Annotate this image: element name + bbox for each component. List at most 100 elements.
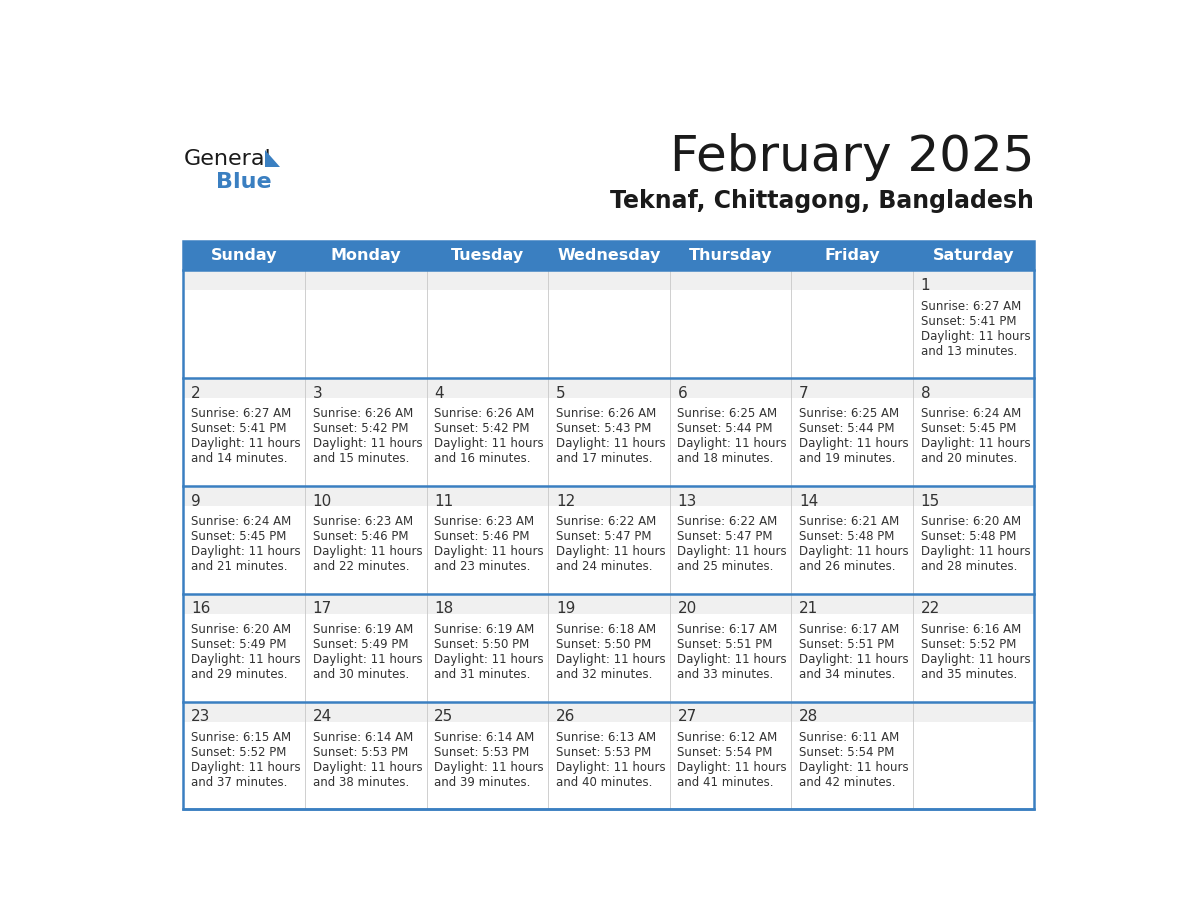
- Text: Daylight: 11 hours: Daylight: 11 hours: [312, 437, 422, 451]
- Text: Sunrise: 6:26 AM: Sunrise: 6:26 AM: [312, 408, 413, 420]
- Text: 27: 27: [677, 710, 696, 724]
- Text: Sunset: 5:47 PM: Sunset: 5:47 PM: [677, 531, 773, 543]
- Bar: [183, 241, 1035, 810]
- Text: 18: 18: [435, 601, 454, 616]
- Text: and 23 minutes.: and 23 minutes.: [435, 560, 531, 573]
- Text: Thursday: Thursday: [689, 248, 772, 263]
- Text: 25: 25: [435, 710, 454, 724]
- Text: Sunrise: 6:26 AM: Sunrise: 6:26 AM: [556, 408, 656, 420]
- Text: 17: 17: [312, 601, 331, 616]
- Text: Daylight: 11 hours: Daylight: 11 hours: [191, 761, 301, 774]
- Text: Daylight: 11 hours: Daylight: 11 hours: [556, 437, 665, 451]
- Text: and 25 minutes.: and 25 minutes.: [677, 560, 773, 573]
- Text: Daylight: 11 hours: Daylight: 11 hours: [312, 761, 422, 774]
- Text: Sunset: 5:46 PM: Sunset: 5:46 PM: [435, 531, 530, 543]
- Text: Sunrise: 6:17 AM: Sunrise: 6:17 AM: [677, 623, 778, 636]
- Text: Sunset: 5:45 PM: Sunset: 5:45 PM: [921, 422, 1016, 435]
- Text: Sunrise: 6:16 AM: Sunrise: 6:16 AM: [921, 623, 1020, 636]
- Bar: [183, 722, 1035, 810]
- Text: Tuesday: Tuesday: [450, 248, 524, 263]
- Text: Sunset: 5:50 PM: Sunset: 5:50 PM: [556, 638, 651, 651]
- Text: and 40 minutes.: and 40 minutes.: [556, 776, 652, 789]
- Text: Sunset: 5:42 PM: Sunset: 5:42 PM: [312, 422, 409, 435]
- Text: Friday: Friday: [824, 248, 880, 263]
- Text: Daylight: 11 hours: Daylight: 11 hours: [800, 437, 909, 451]
- Bar: [183, 594, 1035, 701]
- Text: Daylight: 11 hours: Daylight: 11 hours: [191, 437, 301, 451]
- Bar: [183, 290, 1035, 378]
- Text: Sunrise: 6:14 AM: Sunrise: 6:14 AM: [312, 731, 413, 744]
- Text: and 34 minutes.: and 34 minutes.: [800, 668, 896, 681]
- Text: 12: 12: [556, 494, 575, 509]
- Text: Daylight: 11 hours: Daylight: 11 hours: [800, 545, 909, 558]
- Text: Daylight: 11 hours: Daylight: 11 hours: [800, 653, 909, 666]
- Text: Sunset: 5:44 PM: Sunset: 5:44 PM: [800, 422, 895, 435]
- Text: Sunrise: 6:21 AM: Sunrise: 6:21 AM: [800, 515, 899, 528]
- Text: Sunrise: 6:25 AM: Sunrise: 6:25 AM: [800, 408, 899, 420]
- Bar: [183, 378, 1035, 486]
- Text: Sunrise: 6:25 AM: Sunrise: 6:25 AM: [677, 408, 777, 420]
- Text: Sunset: 5:49 PM: Sunset: 5:49 PM: [191, 638, 286, 651]
- Text: Sunset: 5:52 PM: Sunset: 5:52 PM: [921, 638, 1016, 651]
- Text: 4: 4: [435, 386, 444, 401]
- Text: Sunrise: 6:27 AM: Sunrise: 6:27 AM: [191, 408, 291, 420]
- Text: Sunset: 5:52 PM: Sunset: 5:52 PM: [191, 745, 286, 759]
- Text: 1: 1: [921, 278, 930, 293]
- Text: and 20 minutes.: and 20 minutes.: [921, 453, 1017, 465]
- Text: Sunset: 5:41 PM: Sunset: 5:41 PM: [191, 422, 286, 435]
- Text: Teknaf, Chittagong, Bangladesh: Teknaf, Chittagong, Bangladesh: [611, 189, 1035, 213]
- Bar: [183, 241, 1035, 270]
- Text: 11: 11: [435, 494, 454, 509]
- Text: and 28 minutes.: and 28 minutes.: [921, 560, 1017, 573]
- Text: Sunset: 5:51 PM: Sunset: 5:51 PM: [800, 638, 895, 651]
- Text: Monday: Monday: [330, 248, 402, 263]
- Text: and 19 minutes.: and 19 minutes.: [800, 453, 896, 465]
- Text: Sunset: 5:54 PM: Sunset: 5:54 PM: [800, 745, 895, 759]
- Text: 23: 23: [191, 710, 210, 724]
- Text: and 35 minutes.: and 35 minutes.: [921, 668, 1017, 681]
- Text: Sunset: 5:44 PM: Sunset: 5:44 PM: [677, 422, 773, 435]
- Text: Sunrise: 6:22 AM: Sunrise: 6:22 AM: [677, 515, 778, 528]
- Text: and 42 minutes.: and 42 minutes.: [800, 776, 896, 789]
- Text: Daylight: 11 hours: Daylight: 11 hours: [556, 545, 665, 558]
- Text: Sunrise: 6:12 AM: Sunrise: 6:12 AM: [677, 731, 778, 744]
- Text: 20: 20: [677, 601, 696, 616]
- Text: Daylight: 11 hours: Daylight: 11 hours: [435, 437, 544, 451]
- Text: Sunset: 5:53 PM: Sunset: 5:53 PM: [312, 745, 407, 759]
- Text: 16: 16: [191, 601, 210, 616]
- Text: Sunrise: 6:23 AM: Sunrise: 6:23 AM: [312, 515, 412, 528]
- Text: 14: 14: [800, 494, 819, 509]
- Text: General: General: [183, 149, 271, 169]
- Text: Daylight: 11 hours: Daylight: 11 hours: [921, 545, 1030, 558]
- Bar: [183, 506, 1035, 594]
- Text: 9: 9: [191, 494, 201, 509]
- Text: Wednesday: Wednesday: [557, 248, 661, 263]
- Text: Blue: Blue: [216, 172, 272, 192]
- Text: Sunrise: 6:24 AM: Sunrise: 6:24 AM: [921, 408, 1020, 420]
- Bar: [183, 486, 1035, 594]
- Polygon shape: [265, 151, 280, 167]
- Text: Sunset: 5:46 PM: Sunset: 5:46 PM: [312, 531, 409, 543]
- Text: 8: 8: [921, 386, 930, 401]
- Bar: [183, 701, 1035, 810]
- Text: Daylight: 11 hours: Daylight: 11 hours: [556, 653, 665, 666]
- Text: and 16 minutes.: and 16 minutes.: [435, 453, 531, 465]
- Text: 19: 19: [556, 601, 575, 616]
- Text: Sunrise: 6:14 AM: Sunrise: 6:14 AM: [435, 731, 535, 744]
- Text: Sunset: 5:48 PM: Sunset: 5:48 PM: [921, 531, 1016, 543]
- Text: 2: 2: [191, 386, 201, 401]
- Text: 13: 13: [677, 494, 696, 509]
- Text: Sunrise: 6:24 AM: Sunrise: 6:24 AM: [191, 515, 291, 528]
- Text: Sunset: 5:48 PM: Sunset: 5:48 PM: [800, 531, 895, 543]
- Text: Sunset: 5:45 PM: Sunset: 5:45 PM: [191, 531, 286, 543]
- Text: and 38 minutes.: and 38 minutes.: [312, 776, 409, 789]
- Text: Daylight: 11 hours: Daylight: 11 hours: [921, 653, 1030, 666]
- Text: Sunrise: 6:22 AM: Sunrise: 6:22 AM: [556, 515, 656, 528]
- Text: Sunrise: 6:27 AM: Sunrise: 6:27 AM: [921, 299, 1020, 313]
- Text: 24: 24: [312, 710, 331, 724]
- Text: Sunset: 5:53 PM: Sunset: 5:53 PM: [435, 745, 530, 759]
- Text: and 21 minutes.: and 21 minutes.: [191, 560, 287, 573]
- Text: and 15 minutes.: and 15 minutes.: [312, 453, 409, 465]
- Text: and 13 minutes.: and 13 minutes.: [921, 344, 1017, 358]
- Text: Sunrise: 6:13 AM: Sunrise: 6:13 AM: [556, 731, 656, 744]
